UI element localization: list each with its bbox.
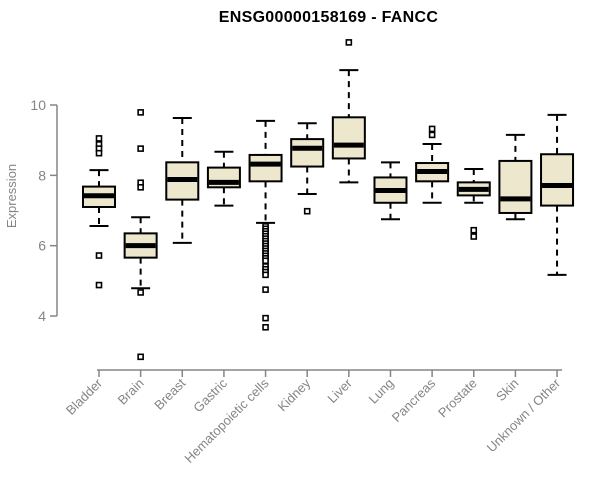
boxplot-prostate <box>456 168 491 240</box>
x-category-label: Liver <box>324 375 355 406</box>
y-axis-label: Expression <box>4 164 19 228</box>
outlier-point <box>470 226 478 234</box>
boxplot-gastric <box>206 150 241 207</box>
outlier-point <box>95 135 103 142</box>
outlier-point <box>470 233 478 240</box>
box-hematopoietic-cells <box>248 153 283 183</box>
outlier-point <box>262 271 269 279</box>
outlier-point <box>262 323 269 331</box>
x-category-label: Breast <box>151 375 188 412</box>
x-category-label: Lung <box>366 376 397 407</box>
box-kidney <box>290 138 325 168</box>
x-category-label: Brain <box>115 376 147 408</box>
chart-title: ENSG00000158169 - FANCC <box>218 9 439 26</box>
x-category-label: Skin <box>493 376 521 404</box>
outlier-point <box>137 145 144 152</box>
box-liver <box>331 116 366 160</box>
outlier-point <box>262 257 269 265</box>
boxplot-bladder <box>82 135 116 289</box>
y-tick-label: 6 <box>38 238 46 254</box>
box-unknown-other <box>540 153 575 207</box>
x-category-label: Bladder <box>63 375 106 418</box>
boxplot-hematopoietic-cells <box>248 119 283 331</box>
outlier-point <box>345 39 353 46</box>
outlier-point <box>137 183 144 191</box>
outlier-point <box>428 131 436 139</box>
outlier-point <box>262 314 269 322</box>
boxplot-skin <box>498 133 533 221</box>
boxplot-breast <box>165 117 200 244</box>
outlier-point <box>428 125 436 133</box>
box-skin <box>498 159 533 214</box>
boxplot-pancreas <box>415 125 450 204</box>
y-tick-label: 10 <box>30 97 46 113</box>
y-tick-label: 8 <box>38 167 46 183</box>
outlier-point <box>95 149 103 157</box>
x-category-label: Kidney <box>275 375 314 414</box>
outlier-point <box>303 207 311 215</box>
x-category-label: Gastric <box>190 375 230 415</box>
outlier-point <box>137 289 144 296</box>
x-category-label: Pancreas <box>389 375 439 425</box>
boxplot-liver <box>331 39 366 184</box>
x-category-label: Unknown / Other <box>484 375 564 455</box>
outlier-point <box>95 281 103 289</box>
x-category-label: Prostate <box>435 376 480 421</box>
outlier-point <box>137 109 144 116</box>
y-axis: 4 6 8 10 <box>30 97 58 324</box>
boxplot-kidney <box>290 122 325 215</box>
boxplot-lung <box>373 161 408 221</box>
outlier-point <box>137 353 144 361</box>
boxplot-unknown-other <box>540 113 575 276</box>
boxplot-brain <box>123 109 158 361</box>
y-tick-label: 4 <box>38 308 46 324</box>
outlier-point <box>95 252 103 259</box>
outlier-point <box>262 286 269 293</box>
